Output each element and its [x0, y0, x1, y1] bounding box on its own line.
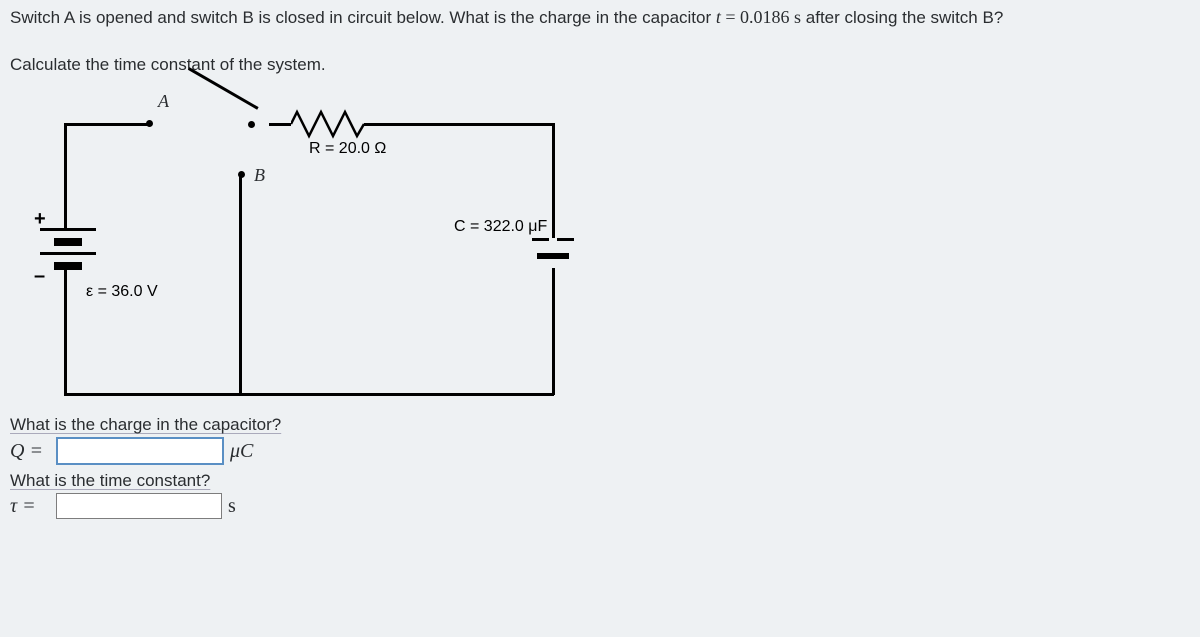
q1-prefix: Switch A is opened and switch B is close… [10, 8, 716, 27]
q1-suffix: after closing the switch B? [801, 8, 1003, 27]
capacitor-plate-bottom [537, 253, 569, 259]
switch-label-a: A [158, 91, 169, 112]
question-text-2: Calculate the time constant of the syste… [10, 53, 1190, 78]
q-tau-unit: s [228, 495, 236, 518]
q-tau-symbol: τ = [10, 495, 50, 518]
circuit-diagram: + – ε = 36.0 V A B R = 20.0 Ω C = 322.0 … [14, 83, 574, 413]
tau-input[interactable] [56, 493, 222, 519]
answer-section: What is the charge in the capacitor? Q =… [10, 415, 1190, 519]
switch-b-wire [239, 177, 242, 395]
t-value: 0.0186 [740, 7, 790, 27]
q-charge-symbol: Q = [10, 440, 50, 463]
capacitor-label: C = 322.0 μF [454, 218, 547, 236]
resistor-label: R = 20.0 Ω [309, 140, 386, 158]
q-charge-prompt: What is the charge in the capacitor? [10, 415, 1190, 435]
q-charge-unit: μC [230, 440, 253, 463]
q-tau-row: τ = s [10, 493, 1190, 519]
charge-input[interactable] [56, 437, 224, 465]
eq-sign: = [721, 7, 740, 27]
switch-label-b: B [254, 165, 265, 186]
q-charge-row: Q = μC [10, 437, 1190, 465]
question-text-1: Switch A is opened and switch B is close… [10, 4, 1190, 31]
emf-label: ε = 36.0 V [86, 283, 158, 301]
battery-plus: + [34, 208, 46, 231]
battery-minus: – [34, 265, 45, 288]
q-tau-prompt: What is the time constant? [10, 471, 1190, 491]
unit-s: s [790, 7, 802, 27]
resistor-icon [291, 109, 366, 139]
page: Switch A is opened and switch B is close… [0, 0, 1200, 637]
